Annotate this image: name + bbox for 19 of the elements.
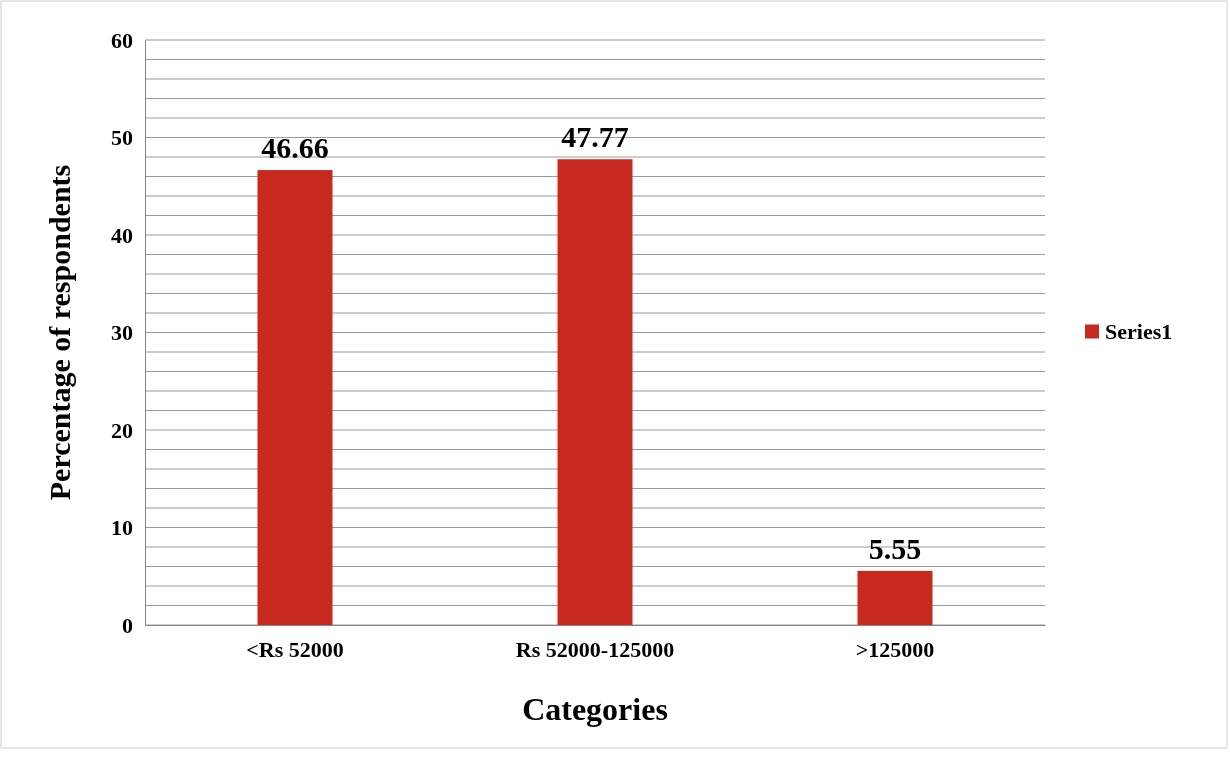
y-tick-label: 60 xyxy=(111,27,133,53)
x-tick-label: Rs 52000-125000 xyxy=(515,636,675,662)
y-tick-label: 50 xyxy=(111,125,133,151)
bar xyxy=(257,170,333,625)
y-tick-label: 30 xyxy=(111,320,133,346)
y-tick-label: 20 xyxy=(111,417,133,443)
legend-label: Series1 xyxy=(1105,318,1173,344)
y-tick-label: 40 xyxy=(111,222,133,248)
x-tick-label: <Rs 52000 xyxy=(246,636,344,662)
x-tick-label: >125000 xyxy=(855,636,935,662)
data-label: 46.66 xyxy=(261,131,329,165)
bar xyxy=(557,159,633,625)
data-label: 5.55 xyxy=(868,531,922,565)
data-label: 47.77 xyxy=(561,120,629,154)
y-axis-title: Percentage of respondents xyxy=(43,164,76,501)
y-tick-label: 0 xyxy=(122,612,133,638)
y-tick-label: 10 xyxy=(111,515,133,541)
bar xyxy=(857,570,933,625)
x-axis-title: Categories xyxy=(522,691,668,727)
